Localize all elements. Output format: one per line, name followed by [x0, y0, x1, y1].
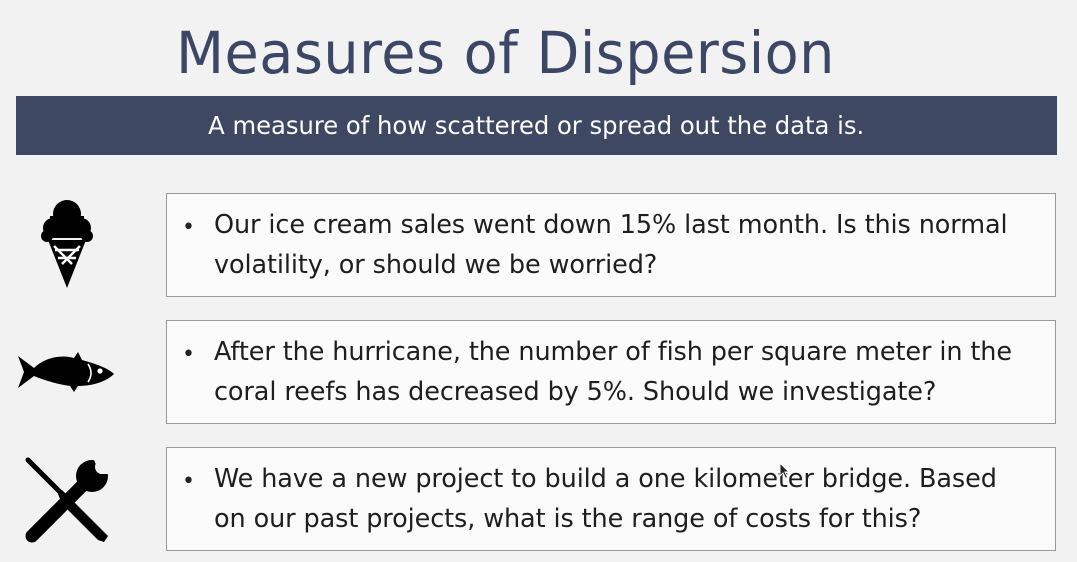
question-text: After the hurricane, the number of fish …: [214, 337, 1012, 407]
question-card-bridge: • We have a new project to build a one k…: [166, 447, 1056, 551]
question-text: We have a new project to build a one kil…: [214, 464, 997, 534]
question-text: Our ice cream sales went down 15% last m…: [214, 210, 1008, 280]
bullet: •: [182, 215, 195, 240]
question-card-ice-cream: • Our ice cream sales went down 15% last…: [166, 193, 1056, 297]
subtitle-banner: A measure of how scattered or spread out…: [16, 96, 1057, 155]
subtitle-text: A measure of how scattered or spread out…: [208, 111, 865, 140]
ice-cream-icon: [41, 200, 93, 288]
mouse-cursor-icon: [779, 462, 791, 480]
tools-icon: [25, 457, 110, 543]
fish-icon: [18, 352, 114, 392]
slide-title: Measures of Dispersion: [176, 19, 835, 87]
bullet: •: [182, 469, 195, 494]
bullet: •: [182, 342, 195, 367]
question-card-fish: • After the hurricane, the number of fis…: [166, 320, 1056, 424]
